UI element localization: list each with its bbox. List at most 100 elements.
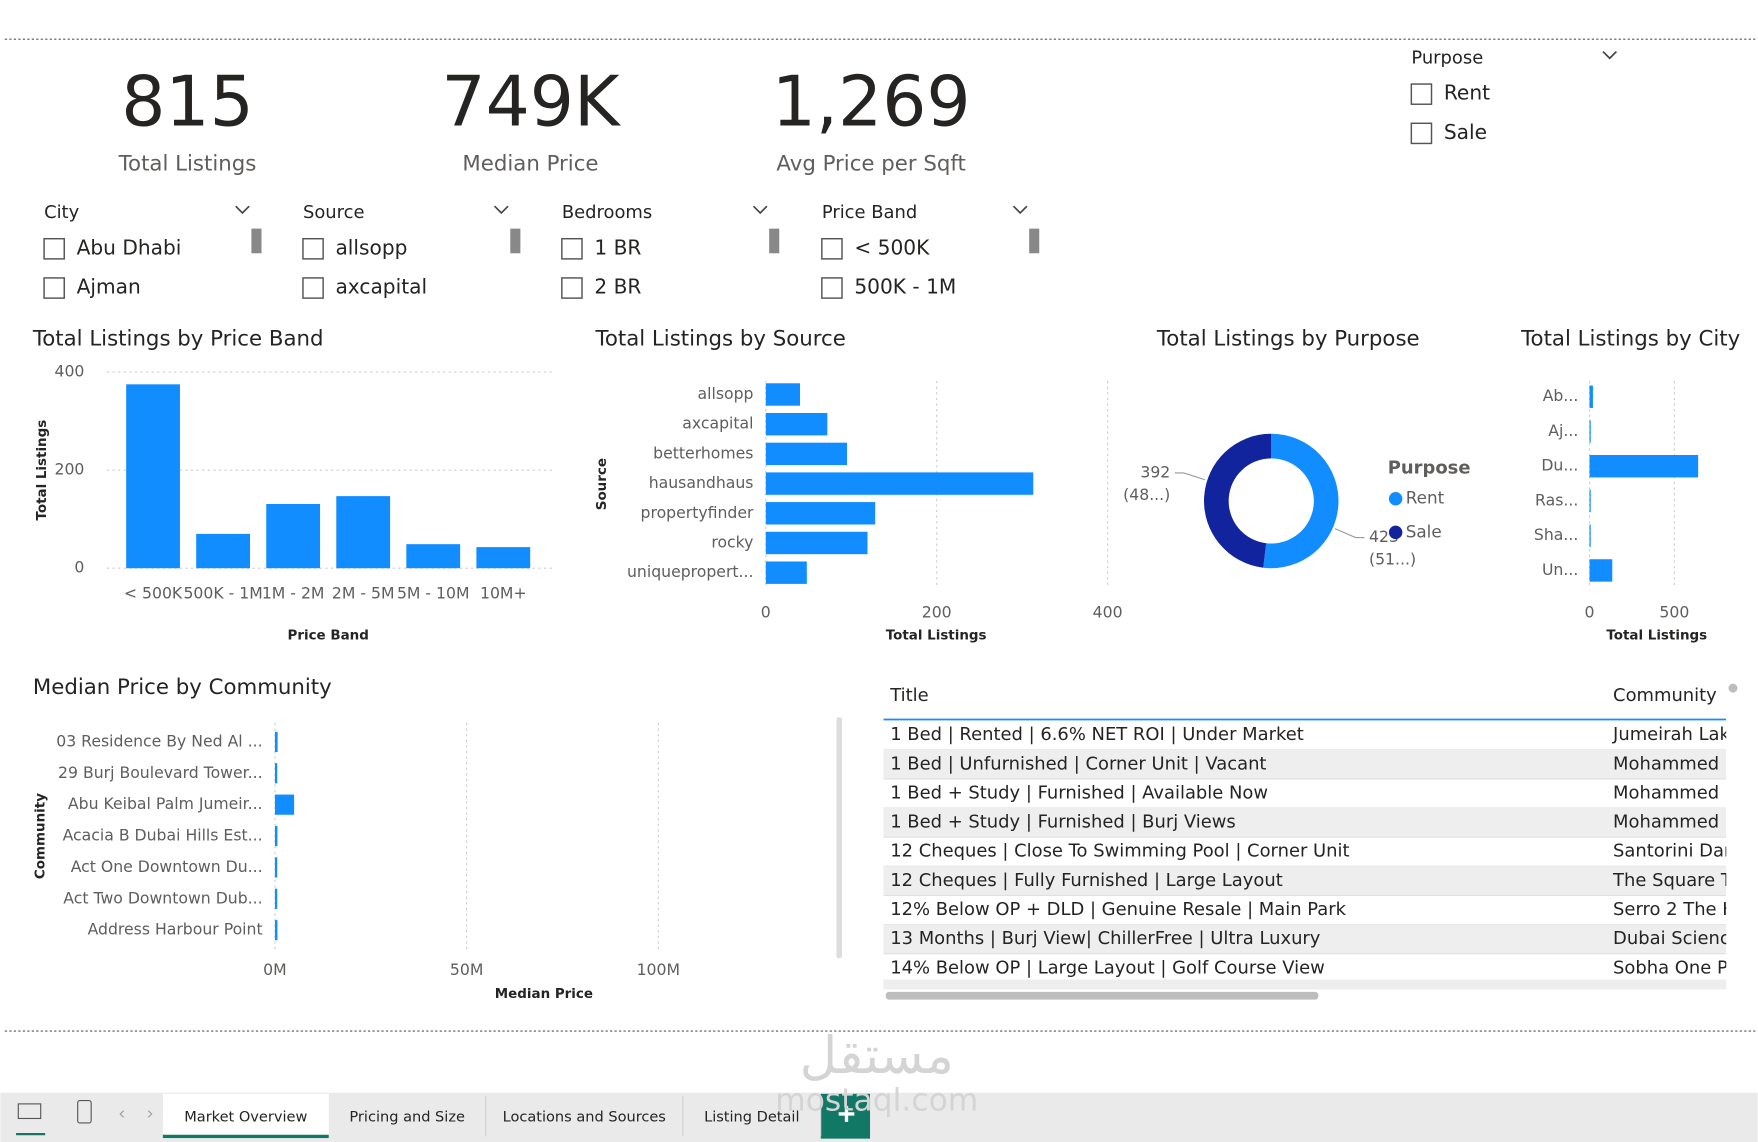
x-tick-label: 500 (1659, 603, 1689, 622)
slicer-checkbox[interactable] (821, 237, 843, 260)
bar (1589, 559, 1613, 582)
bar (765, 383, 800, 406)
slicer-checkbox[interactable] (43, 277, 65, 299)
dropdown-chevron[interactable] (235, 205, 250, 215)
slicer-checkbox[interactable] (43, 237, 65, 260)
table-cell: 12% Below OP + DLD | Genuine Resale | Ma… (890, 899, 1346, 920)
kpi-label: Total Listings (118, 152, 257, 177)
y-tick-label: rocky (711, 532, 753, 551)
bar (274, 825, 278, 847)
visual-scrollbar[interactable] (836, 717, 843, 959)
table-v-scrollbar[interactable] (1728, 683, 1738, 693)
slicer-checkbox[interactable] (561, 277, 583, 299)
y-tick-label: Acacia B Dubai Hills Est... (63, 826, 263, 845)
kpi-label: Median Price (462, 152, 598, 177)
bar (1589, 489, 1591, 513)
column-header[interactable]: Community (1613, 685, 1717, 706)
row-stripe (883, 749, 1727, 779)
slicer-scrollbar[interactable] (251, 228, 262, 254)
bar (765, 412, 828, 436)
chart-title: Median Price by Community (33, 675, 332, 700)
chart-title: Total Listings by Purpose (1156, 327, 1420, 352)
slicer-item[interactable]: Abu Dhabi (77, 235, 182, 259)
table-cell: Sobha One Po (1613, 957, 1738, 978)
slicer-item[interactable]: axcapital (335, 275, 427, 299)
bar (1589, 455, 1699, 478)
bar (765, 442, 847, 466)
tab-scroll-arrows[interactable] (119, 1110, 153, 1118)
leader-line (1174, 472, 1206, 481)
bar (1589, 385, 1593, 408)
table-cell: Mohammed B (1613, 782, 1737, 803)
donut-slice (1204, 433, 1272, 568)
bar (336, 496, 391, 569)
page-tab[interactable]: Market Overview (184, 1108, 307, 1125)
slicer-item[interactable]: 500K - 1M (854, 275, 956, 299)
leader-line (1334, 528, 1365, 539)
slicer-item[interactable]: 2 BR (594, 275, 641, 299)
slicer-checkbox[interactable] (561, 237, 583, 260)
slicer-title: Source (303, 202, 365, 223)
tab-active[interactable] (162, 1093, 329, 1139)
slicer-scrollbar[interactable] (769, 228, 780, 254)
bar (406, 544, 461, 569)
bar (196, 533, 251, 569)
table-cell: Serro 2 The H (1613, 899, 1736, 920)
legend-marker (1388, 525, 1403, 540)
slicer-item[interactable]: Ajman (77, 275, 141, 299)
legend-item[interactable]: Sale (1406, 521, 1442, 541)
x-tick-label: 1M - 2M (262, 583, 325, 602)
slicer-checkbox[interactable] (1410, 83, 1433, 105)
page-tab[interactable]: Listing Detail (704, 1108, 799, 1125)
slicer-scrollbar[interactable] (1029, 228, 1040, 254)
donut-slice (1263, 433, 1339, 569)
table: Title Community 1 Bed | Rented | 6.6% NET … (883, 685, 1741, 990)
slicer-title: Bedrooms (562, 202, 652, 223)
slicer-item[interactable]: Sale (1444, 120, 1487, 144)
table-cell: Jumeirah Lake (1612, 724, 1740, 745)
desktop-icon[interactable] (17, 1103, 42, 1120)
page-tab[interactable]: Pricing and Size (349, 1108, 465, 1125)
y-tick-label: Aj... (1548, 421, 1578, 440)
mobile-icon[interactable] (77, 1099, 92, 1124)
table-partial-row (883, 979, 1727, 990)
y-tick-label: Address Harbour Point (88, 920, 263, 939)
chart-title: Total Listings by Price Band (32, 327, 324, 352)
slicer-item[interactable]: < 500K (854, 235, 930, 259)
legend-item[interactable]: Rent (1406, 488, 1445, 508)
slicer-item[interactable]: Rent (1444, 81, 1490, 105)
y-tick-label: Act Two Downtown Dub... (63, 888, 262, 907)
slicer-checkbox[interactable] (1410, 122, 1433, 145)
dropdown-chevron[interactable] (752, 205, 768, 215)
data-label: 392 (1140, 462, 1170, 481)
bar (765, 472, 1034, 495)
slicer-scrollbar[interactable] (510, 228, 521, 254)
dropdown-chevron[interactable] (494, 205, 509, 215)
table-h-scrollbar[interactable] (885, 991, 1319, 1000)
y-tick-label: Ab... (1543, 386, 1579, 405)
slicer-checkbox[interactable] (302, 237, 324, 260)
dropdown-chevron[interactable] (1602, 50, 1618, 60)
page-tab[interactable]: Locations and Sources (503, 1108, 666, 1125)
y-axis-title: Total Listings (35, 420, 50, 521)
dropdown-chevron[interactable] (1012, 205, 1028, 215)
y-tick-label: Ras... (1535, 490, 1578, 509)
slicer-title: Price Band (822, 202, 917, 223)
table-cell: 13 Months | Burj View| ChillerFree | Ult… (890, 928, 1321, 949)
slicer-checkbox[interactable] (302, 277, 324, 299)
x-tick-label: 10M+ (480, 583, 527, 602)
slicer-checkbox[interactable] (821, 277, 843, 299)
view-icons[interactable] (16, 1099, 153, 1136)
slicer-item[interactable]: 1 BR (594, 235, 641, 259)
chart-title: Total Listings by City (1520, 327, 1740, 352)
table-cell: 1 Bed | Unfurnished | Corner Unit | Vaca… (890, 753, 1266, 774)
x-axis-title: Total Listings (886, 628, 987, 643)
bar (765, 502, 876, 525)
y-tick-label: allsopp (698, 384, 754, 403)
slicer-item[interactable]: allsopp (335, 235, 407, 259)
data-label-percent: (48...) (1123, 485, 1170, 504)
column-header[interactable]: Title (889, 685, 928, 706)
y-tick-label: propertyfinder (641, 503, 754, 522)
table-cell: Santorini Dam (1613, 841, 1741, 862)
